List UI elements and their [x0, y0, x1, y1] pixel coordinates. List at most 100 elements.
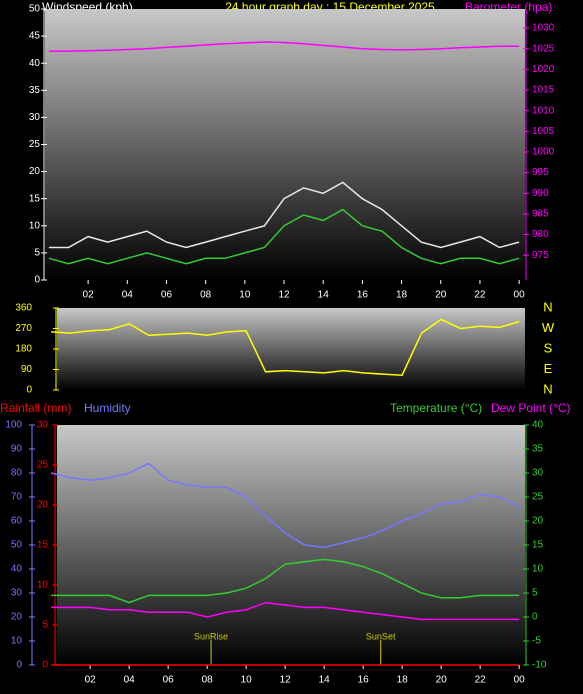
- plot-area: [57, 308, 525, 390]
- y-tick-label: 975: [532, 250, 549, 261]
- x-tick-label: 16: [357, 290, 369, 301]
- y-tick-label: 980: [532, 229, 549, 240]
- x-tick-label: 00: [514, 675, 526, 686]
- rainfall-label: Rainfall (mm): [0, 401, 71, 415]
- y-tick-label: 360: [15, 303, 32, 314]
- y-tick-label: 990: [532, 188, 549, 199]
- y-tick-label: 985: [532, 209, 549, 220]
- x-tick-label: 02: [85, 675, 97, 686]
- y-tick-label: 25: [532, 492, 544, 503]
- y-tick-label: 1000: [532, 147, 555, 158]
- x-tick-label: 18: [397, 675, 409, 686]
- x-tick-label: 02: [83, 290, 95, 301]
- plot-area: [57, 425, 525, 665]
- x-tick-label: 14: [319, 675, 331, 686]
- y-tick-label: 995: [532, 167, 549, 178]
- x-tick-label: 20: [436, 675, 448, 686]
- annotation: SunRise: [194, 631, 228, 641]
- y-tick-label: 50: [29, 4, 41, 15]
- x-tick-label: 00: [514, 290, 526, 301]
- x-tick-label: 08: [200, 290, 212, 301]
- y-tick-label: 35: [532, 444, 544, 455]
- y-tick-label: 10: [29, 220, 41, 231]
- x-tick-label: 10: [241, 675, 253, 686]
- y-tick-label: 1030: [532, 23, 555, 34]
- series-line: [50, 462, 520, 549]
- x-tick-label: 12: [278, 290, 290, 301]
- y-tick-label: 80: [11, 468, 23, 479]
- y-tick-label: 0: [26, 385, 32, 396]
- y-tick-label: 0: [532, 612, 538, 623]
- y-tick-label: 70: [11, 492, 23, 503]
- x-tick-label: 06: [163, 675, 175, 686]
- y-tick-label: 50: [11, 540, 23, 551]
- y-tick-label: 0: [42, 660, 48, 671]
- y-tick-label: 1005: [532, 126, 555, 137]
- annotation: SunSet: [366, 631, 396, 641]
- y-tick-label: 30: [29, 112, 41, 123]
- y-tick-label: 180: [15, 344, 32, 355]
- y-tick-label: 60: [11, 516, 23, 527]
- y-tick-label: 5: [532, 588, 538, 599]
- y-tick-label: 100: [5, 420, 22, 431]
- x-tick-label: 04: [122, 290, 134, 301]
- y-tick-label: W: [542, 320, 555, 335]
- x-tick-label: 04: [124, 675, 136, 686]
- humidity-label: Humidity: [84, 401, 131, 415]
- series-line: [48, 181, 520, 249]
- y-tick-label: 5: [34, 248, 40, 259]
- x-tick-label: 20: [435, 290, 447, 301]
- y-tick-label: 0: [34, 275, 40, 286]
- y-tick-label: 90: [21, 364, 33, 375]
- y-tick-label: 15: [37, 540, 49, 551]
- y-tick-label: 35: [29, 85, 41, 96]
- y-tick-label: N: [543, 299, 552, 314]
- y-tick-label: 45: [29, 31, 41, 42]
- y-tick-label: 10: [532, 564, 544, 575]
- y-tick-label: 30: [37, 420, 49, 431]
- y-tick-label: 40: [532, 420, 544, 431]
- x-tick-label: 06: [161, 290, 173, 301]
- x-tick-label: 18: [396, 290, 408, 301]
- y-tick-label: 20: [532, 516, 544, 527]
- y-tick-label: 15: [29, 193, 41, 204]
- x-tick-label: 22: [475, 675, 487, 686]
- y-tick-label: 270: [15, 323, 32, 334]
- y-tick-label: 5: [42, 620, 48, 631]
- y-tick-label: -10: [532, 660, 547, 671]
- dewpoint-label: Dew Point (°C): [491, 401, 570, 415]
- x-tick-label: 08: [202, 675, 214, 686]
- y-tick-label: 1020: [532, 64, 555, 75]
- temperature-label: Temperature (°C): [390, 401, 482, 415]
- series-line: [48, 41, 520, 52]
- y-tick-label: 20: [37, 500, 49, 511]
- plot-area: [45, 9, 525, 280]
- y-tick-label: 20: [11, 612, 23, 623]
- series-line: [51, 558, 520, 604]
- series-line: [51, 601, 520, 621]
- y-tick-label: N: [543, 381, 552, 396]
- y-tick-label: 10: [11, 636, 23, 647]
- y-tick-label: 20: [29, 166, 41, 177]
- y-tick-label: S: [544, 340, 553, 355]
- x-tick-label: 10: [239, 290, 251, 301]
- y-tick-label: E: [544, 361, 553, 376]
- y-tick-label: 1025: [532, 43, 555, 54]
- y-tick-label: 40: [29, 58, 41, 69]
- y-tick-label: 15: [532, 540, 544, 551]
- y-tick-label: 30: [532, 468, 544, 479]
- y-tick-label: 90: [11, 444, 23, 455]
- y-tick-label: 1015: [532, 85, 555, 96]
- y-tick-label: 10: [37, 580, 49, 591]
- y-tick-label: 30: [11, 588, 23, 599]
- series-line: [48, 208, 520, 265]
- y-tick-label: 0: [16, 660, 22, 671]
- x-tick-label: 22: [474, 290, 486, 301]
- y-tick-label: -5: [532, 636, 541, 647]
- x-tick-label: 14: [318, 290, 330, 301]
- x-tick-label: 12: [280, 675, 292, 686]
- y-tick-label: 40: [11, 564, 23, 575]
- y-tick-label: 1010: [532, 105, 555, 116]
- y-tick-label: 25: [29, 139, 41, 150]
